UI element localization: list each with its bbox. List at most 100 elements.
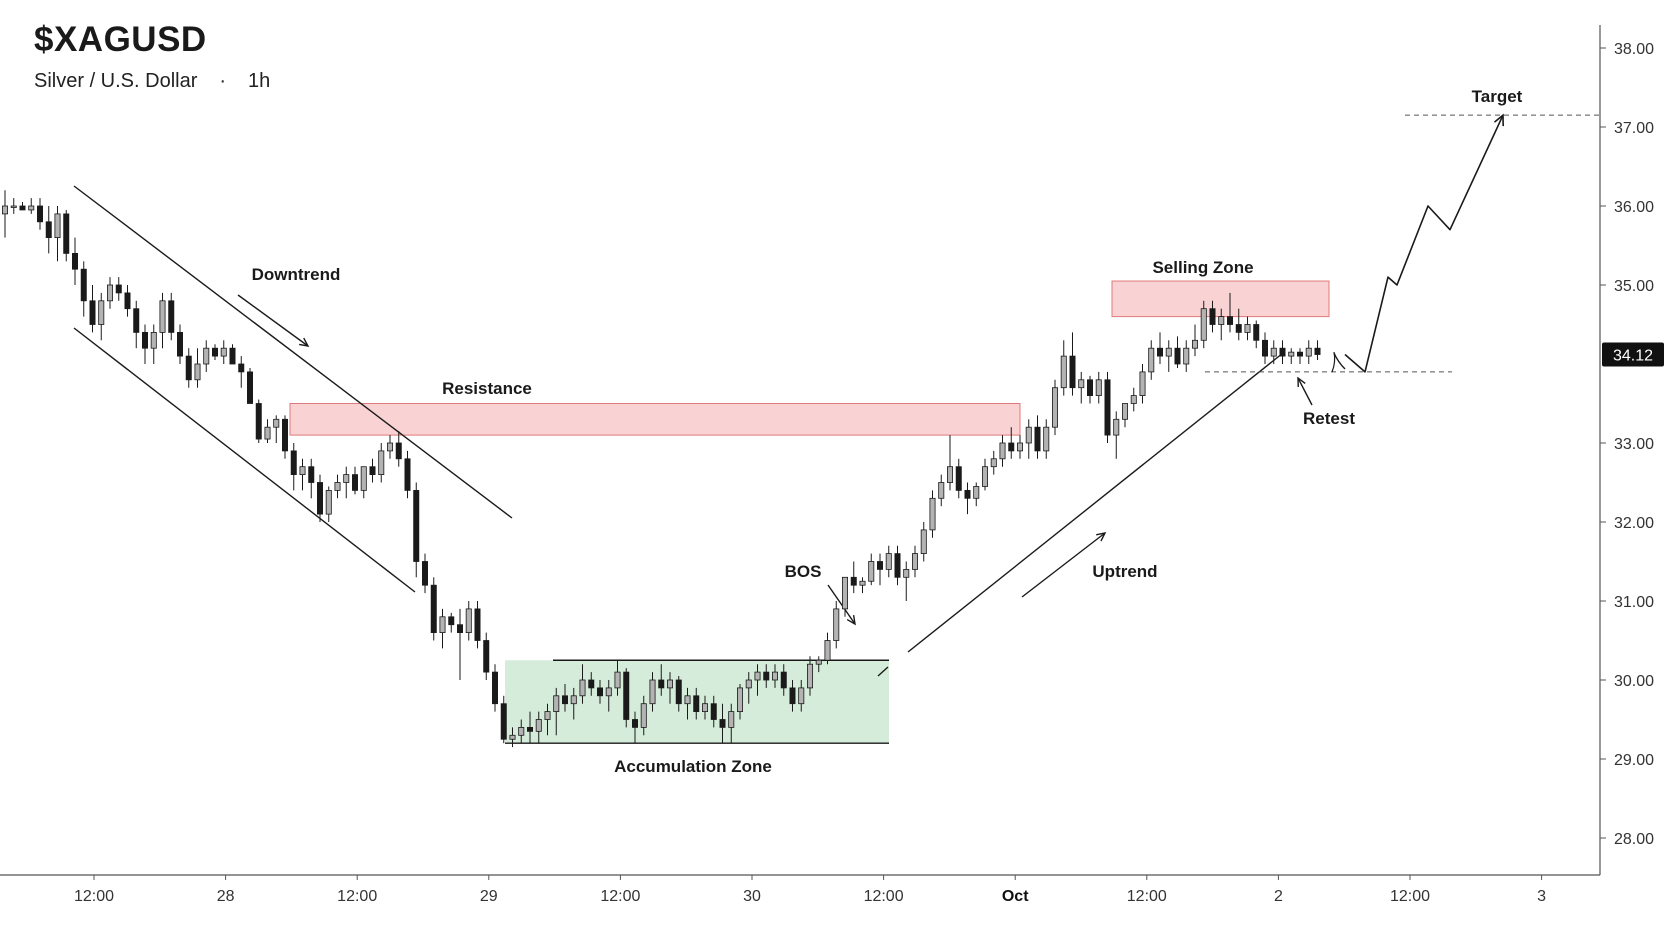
candle xyxy=(334,474,341,499)
candle xyxy=(150,324,157,364)
candle xyxy=(938,474,945,507)
candle-body xyxy=(54,213,61,238)
candle-body xyxy=(168,300,175,333)
candle xyxy=(2,190,8,238)
candle-body xyxy=(1227,316,1234,325)
candle xyxy=(798,680,805,712)
candle xyxy=(929,490,936,538)
candle-body xyxy=(824,640,831,661)
candle-body xyxy=(518,727,525,736)
candle-body xyxy=(491,671,498,705)
candle-body xyxy=(570,695,577,705)
candle xyxy=(1305,340,1312,364)
candle xyxy=(999,435,1006,467)
candle xyxy=(1113,411,1120,459)
selling-zone-label: Selling Zone xyxy=(1152,258,1253,277)
candle xyxy=(37,198,44,230)
candle-body xyxy=(1148,347,1155,373)
candle-body xyxy=(1008,442,1015,452)
candle xyxy=(448,612,455,633)
candle xyxy=(308,458,315,499)
candle xyxy=(544,703,551,736)
candle-body xyxy=(990,458,997,468)
candle-body xyxy=(378,450,385,475)
candle xyxy=(45,206,52,254)
candle-body xyxy=(124,292,131,310)
candle xyxy=(693,687,700,720)
y-tick-label: 31.00 xyxy=(1614,594,1654,611)
candle-body xyxy=(964,489,971,499)
candle xyxy=(63,209,70,262)
candle xyxy=(789,680,796,712)
candle xyxy=(710,695,717,728)
candle xyxy=(877,553,884,586)
candle-body xyxy=(737,687,744,713)
candle-body xyxy=(640,703,647,728)
candle-body xyxy=(474,608,481,641)
candle-body xyxy=(658,679,665,689)
candle-body xyxy=(107,284,114,302)
candle-body xyxy=(1069,355,1076,389)
bos-arrow xyxy=(827,584,856,625)
candle xyxy=(404,450,411,499)
y-tick-label: 38.00 xyxy=(1614,41,1654,58)
instrument-subtitle: Silver / U.S. Dollar · 1h xyxy=(34,70,270,93)
candle xyxy=(973,482,980,507)
candle-body xyxy=(710,703,717,720)
candle-body xyxy=(684,695,691,705)
candle xyxy=(246,367,253,404)
projection-start xyxy=(1333,352,1346,370)
candle-body xyxy=(439,616,446,633)
candle xyxy=(176,324,183,364)
candle xyxy=(1288,348,1295,364)
candle-body xyxy=(483,640,490,673)
candle-body xyxy=(238,363,245,373)
candle xyxy=(500,695,507,744)
candle-body xyxy=(150,331,157,349)
candle xyxy=(1209,300,1216,333)
candle-body xyxy=(413,489,420,562)
candle xyxy=(947,435,954,491)
y-tick-label: 37.00 xyxy=(1614,120,1654,137)
subtitle-separator: · xyxy=(219,70,227,92)
trend-lines xyxy=(73,114,1600,744)
candle-body xyxy=(1130,395,1137,404)
selling-zone xyxy=(1111,280,1330,318)
candle-body xyxy=(1034,426,1041,452)
candle-body xyxy=(1209,308,1216,325)
candle-body xyxy=(448,616,455,626)
candle xyxy=(281,415,288,459)
candle-body xyxy=(877,561,884,570)
candle xyxy=(562,683,569,712)
candle xyxy=(194,348,201,388)
candle xyxy=(456,608,463,680)
candle-body xyxy=(2,205,8,215)
candle xyxy=(1087,375,1094,404)
candle xyxy=(807,656,814,696)
candle xyxy=(378,443,385,483)
candle-body xyxy=(281,418,288,452)
candle xyxy=(1130,387,1137,412)
candle-body xyxy=(246,371,253,404)
candle-body xyxy=(623,671,630,720)
candle xyxy=(772,664,779,688)
candle-body xyxy=(982,466,989,487)
candle xyxy=(1218,308,1225,341)
bos-tick xyxy=(877,666,889,677)
candle xyxy=(211,344,218,361)
candle xyxy=(220,340,227,364)
candle-body xyxy=(763,671,770,681)
candle xyxy=(439,608,446,649)
candle xyxy=(1104,371,1111,443)
price-badge-value: 34.12 xyxy=(1613,348,1653,365)
candle xyxy=(1078,371,1085,404)
candle xyxy=(903,561,910,601)
candle xyxy=(1200,300,1207,349)
candle-body xyxy=(920,529,927,555)
candle-body xyxy=(772,671,779,681)
candle xyxy=(754,664,761,696)
candle xyxy=(780,664,787,696)
candle xyxy=(369,458,376,483)
candle-body xyxy=(1183,347,1190,365)
